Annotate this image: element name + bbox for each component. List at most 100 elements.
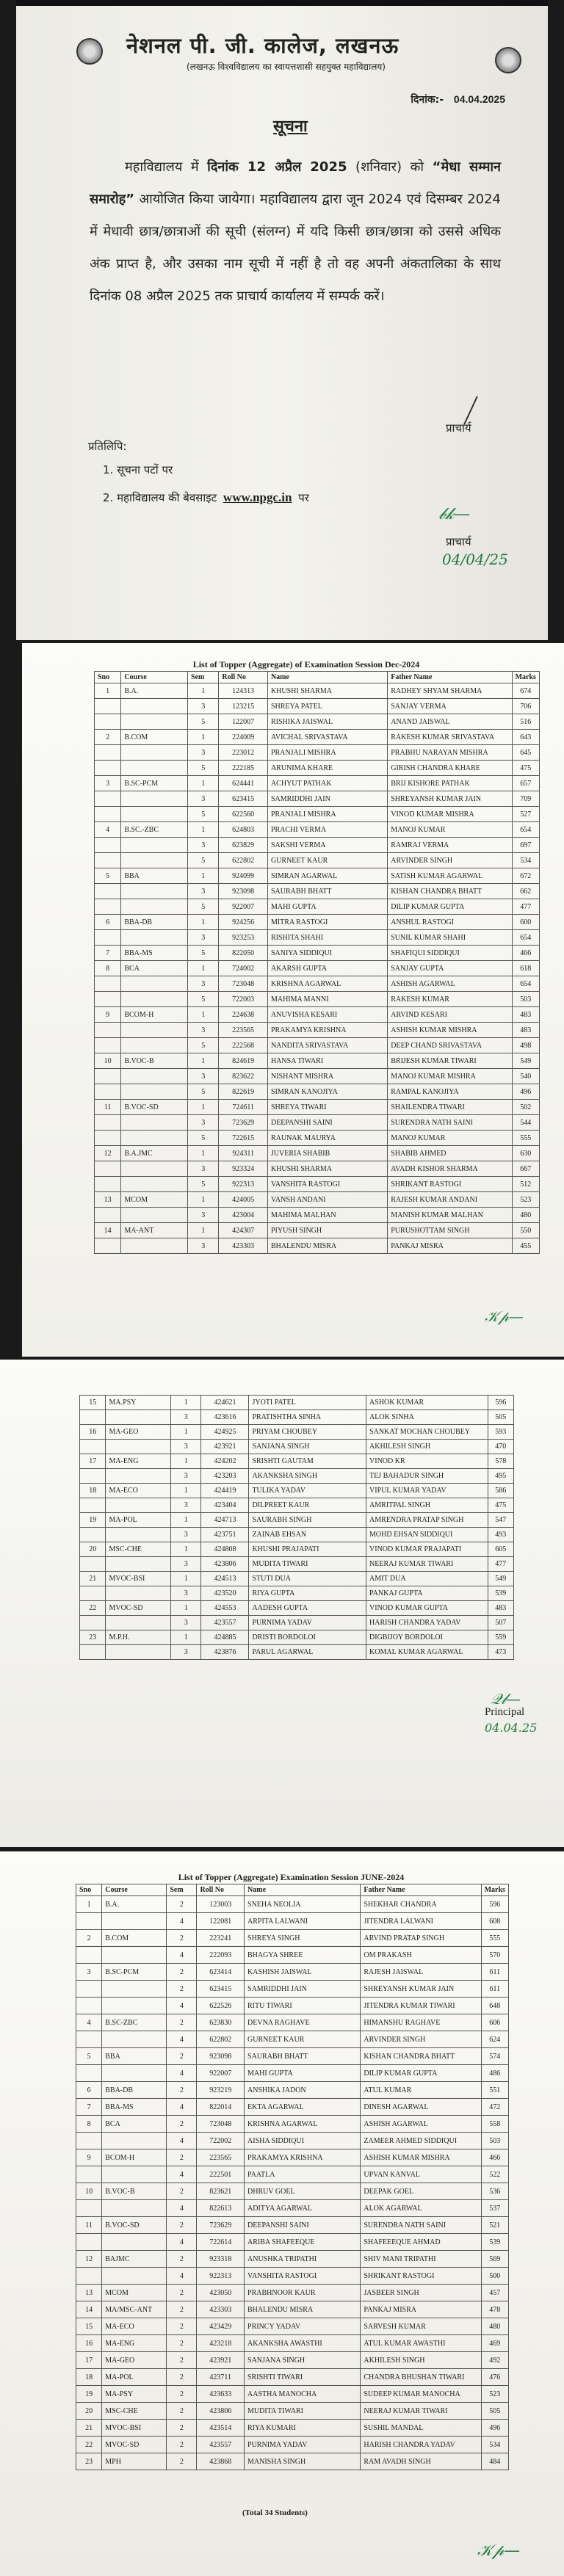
- cell-sem: 2: [166, 2216, 198, 2234]
- table-row: 5 BBA 2 923098 SAURABH BHATT KISHAN CHANDRA B…: [75, 2047, 510, 2065]
- signatory-label: प्राचार्य: [446, 421, 471, 435]
- cell-sem: 3: [170, 1644, 202, 1660]
- cell-sem: 5: [187, 760, 220, 776]
- cell-marks: 586: [487, 1483, 515, 1498]
- cell-course: [105, 1439, 172, 1454]
- cell-sno: 21: [75, 2419, 103, 2437]
- dec2024-continued-page: 15 MA.PSY 1 424621 JYOTI PATEL ASHOK KUMAR 596…: [0, 1360, 564, 1847]
- cell-father-name: RAJESH JAISWAL: [360, 1963, 482, 1981]
- cell-name: AKARSH GUPTA: [267, 960, 388, 976]
- cell-course: BBA-MS: [101, 2098, 167, 2116]
- table-row: 1 B.A. 1 124313 KHUSHI SHARMA RADHEY SHYAM SH…: [93, 683, 540, 699]
- cell-course: MA-GEO: [105, 1424, 172, 1440]
- cell-sno: [93, 1037, 122, 1053]
- table-row: 4 622526 RITU TIWARI JITENDRA KUMAR TIWARI 6…: [75, 1997, 510, 2014]
- cell-roll-no: 424202: [200, 1454, 250, 1469]
- cell-course: MA-ENG: [101, 2334, 167, 2352]
- column-header-marks: Marks: [511, 671, 540, 683]
- table-row: 9 BCOM-H 1 224638 ANUVISHA KESARI ARVIND KESA…: [93, 1006, 540, 1023]
- cell-marks: 496: [480, 2419, 510, 2437]
- cell-name: ARIBA SHAFEEQUE: [244, 2233, 361, 2251]
- cell-father-name: SUSHIL MANDAL: [360, 2419, 482, 2437]
- cell-sem: 3: [187, 1068, 220, 1084]
- cell-sem: 3: [170, 1615, 202, 1630]
- cell-sno: 3: [93, 775, 122, 791]
- cell-sno: 6: [93, 914, 122, 930]
- table-row: 3 123215 SHREYA PATEL SANJAY VERMA 706: [93, 698, 540, 714]
- table-row: 7 BBA-MS 5 822050 SANIYA SIDDIQUI SHAFIQUI SI…: [93, 945, 540, 961]
- table-row: 17 MA-GEO 2 423921 SANJANA SINGH AKHILESH SIN…: [75, 2351, 510, 2369]
- cell-course: [120, 714, 189, 730]
- cell-father-name: MANISH KUMAR MALHAN: [387, 1207, 513, 1223]
- cell-course: [120, 837, 189, 853]
- table-row: 20 MSC-CHE 2 423806 MUDITA TIWARI NEERAJ KUMA…: [75, 2402, 510, 2420]
- notice-date: दिनांक:- 04.04.2025: [411, 92, 505, 106]
- website-link[interactable]: www.npgc.in: [223, 490, 292, 504]
- cell-father-name: SUDEEP KUMAR MANOCHA: [360, 2385, 482, 2403]
- cell-roll-no: 624441: [218, 775, 268, 791]
- table-row: 3 423616 PRATISHTHA SINHA ALOK SINHA 505: [79, 1409, 515, 1425]
- cell-name: KHUSHI PRAJAPATI: [248, 1542, 367, 1557]
- cell-roll-no: 424713: [200, 1512, 250, 1528]
- cell-roll-no: 222185: [218, 760, 268, 776]
- cell-marks: 484: [480, 2453, 510, 2470]
- cell-sem: 1: [170, 1454, 202, 1469]
- cell-course: [105, 1586, 172, 1601]
- cell-sno: [75, 2199, 103, 2217]
- cell-marks: 555: [511, 1130, 540, 1146]
- cell-sno: 1: [93, 683, 122, 699]
- cell-sem: 2: [166, 1963, 198, 1981]
- table-row: 1 B.A. 2 123003 SNEHA NEOLIA SHEKHAR CHANDRA 5…: [75, 1895, 510, 1913]
- table-row: 13 MCOM 2 423050 PRABHNOOR KAUR JASBEER SINGH…: [75, 2284, 510, 2301]
- cell-father-name: ALOK AGARWAL: [360, 2199, 482, 2217]
- cell-name: NANDITA SRIVASTAVA: [267, 1037, 388, 1053]
- table-row: 3 923324 KHUSHI SHARMA AVADH KISHOR SHARMA 6…: [93, 1161, 540, 1177]
- cell-course: [120, 899, 189, 915]
- table-row: 3 923253 RISHITA SHAHI SUNIL KUMAR SHAHI 654: [93, 929, 540, 946]
- cell-father-name: DEEP CHAND SRIVASTAVA: [387, 1037, 513, 1053]
- cell-marks: 537: [480, 2199, 510, 2217]
- cell-marks: 551: [480, 2081, 510, 2099]
- cell-roll-no: 722003: [218, 991, 268, 1007]
- cell-course: MSC-CHE: [101, 2402, 167, 2420]
- cell-roll-no: 923098: [218, 883, 268, 899]
- cell-roll-no: 722615: [218, 1130, 268, 1146]
- cell-name: SAURABH SINGH: [248, 1512, 367, 1528]
- cell-roll-no: 423404: [200, 1498, 250, 1513]
- table-row: 7 BBA-MS 4 822014 EKTA AGARWAL DINESH AGARWAL…: [75, 2098, 510, 2116]
- cell-roll-no: 923219: [196, 2081, 245, 2099]
- cell-course: MA-PSY: [101, 2385, 167, 2403]
- cell-father-name: JASBEER SINGH: [360, 2284, 482, 2301]
- cell-sno: [75, 1997, 103, 2014]
- table-row: 2 B.COM 2 223241 SHREYA SINGH ARVIND PRATAP S…: [75, 1929, 510, 1947]
- cell-name: KRISHNA AGARWAL: [267, 976, 388, 992]
- cell-name: RISHITA SHAHI: [267, 929, 388, 946]
- cell-father-name: ASHOK KUMAR: [366, 1395, 488, 1410]
- cell-roll-no: 223241: [196, 1929, 245, 1947]
- cell-father-name: MANOJ KUMAR: [387, 821, 513, 838]
- cell-sem: 2: [166, 1929, 198, 1947]
- table-row: 10 B.VOC-B 1 824619 HANSA TIWARI BRIJESH KUMA…: [93, 1053, 540, 1069]
- table-row: 9 BCOM-H 2 223565 PRAKAMYA KRISHNA ASHISH KUM…: [75, 2149, 510, 2166]
- cell-marks: 654: [511, 821, 540, 838]
- copy-item-2: 2. महाविद्यालय की बेवसाइट www.npgc.in पर: [103, 490, 309, 505]
- table-row: 4 222093 BHAGYA SHREE OM PRAKASH 570: [75, 1946, 510, 1964]
- cell-sno: 19: [79, 1512, 106, 1528]
- cell-sno: 6: [75, 2081, 103, 2099]
- cell-roll-no: 622802: [218, 852, 268, 868]
- cell-roll-no: 724611: [218, 1099, 268, 1115]
- cell-sno: 10: [93, 1053, 122, 1069]
- cell-marks: 630: [511, 1145, 540, 1161]
- column-header-roll-no: Roll No: [196, 1884, 245, 1896]
- cell-course: [120, 1176, 189, 1192]
- cell-course: [101, 2064, 167, 2082]
- cell-course: [101, 1997, 167, 2014]
- cell-marks: 606: [480, 2014, 510, 2031]
- june2024-page: List of Topper (Aggregate) Examination S…: [0, 1851, 564, 2576]
- cell-sem: 4: [166, 2132, 198, 2149]
- cell-father-name: UPVAN KANVAL: [360, 2166, 482, 2183]
- cell-sem: 3: [187, 883, 220, 899]
- cell-name: PIYUSH SINGH: [267, 1222, 388, 1238]
- table-row: 18 MA-POL 2 423711 SRISHTI TIWARI CHANDRA BHU…: [75, 2368, 510, 2386]
- cell-course: MA-ECO: [105, 1483, 172, 1498]
